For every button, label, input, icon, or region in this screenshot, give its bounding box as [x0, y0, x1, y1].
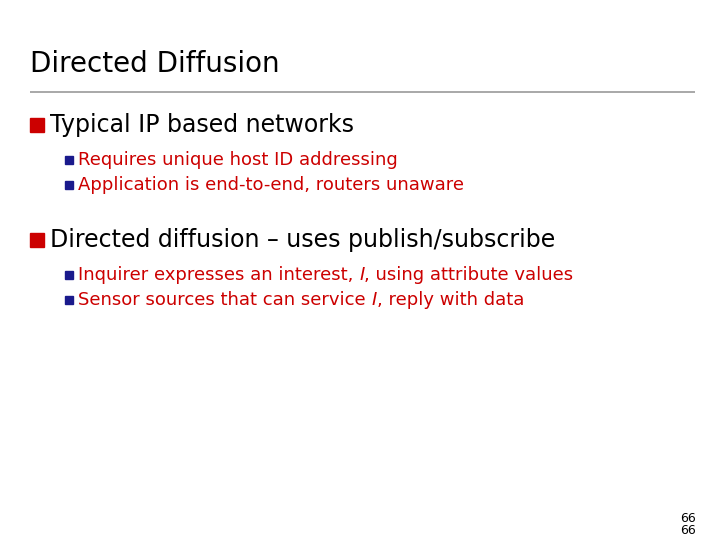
Bar [65, 156, 73, 164]
Text: , using attribute values: , using attribute values [364, 266, 574, 284]
Text: 66: 66 [680, 523, 696, 537]
Text: I: I [359, 266, 364, 284]
Text: Directed Diffusion: Directed Diffusion [30, 50, 279, 78]
Bar [30, 233, 44, 247]
Text: Sensor sources that can service: Sensor sources that can service [78, 291, 372, 309]
Text: Inquirer expresses an interest,: Inquirer expresses an interest, [78, 266, 359, 284]
Text: Typical IP based networks: Typical IP based networks [50, 113, 354, 137]
Text: Application is end-to-end, routers unaware: Application is end-to-end, routers unawa… [78, 176, 464, 194]
Text: 66: 66 [680, 511, 696, 524]
Bar [65, 271, 73, 279]
Text: I: I [372, 291, 377, 309]
Bar [30, 118, 44, 132]
Bar [65, 296, 73, 304]
Text: , reply with data: , reply with data [377, 291, 524, 309]
Text: Directed diffusion – uses publish/subscribe: Directed diffusion – uses publish/subscr… [50, 228, 555, 252]
Text: Requires unique host ID addressing: Requires unique host ID addressing [78, 151, 397, 169]
Bar [65, 181, 73, 189]
